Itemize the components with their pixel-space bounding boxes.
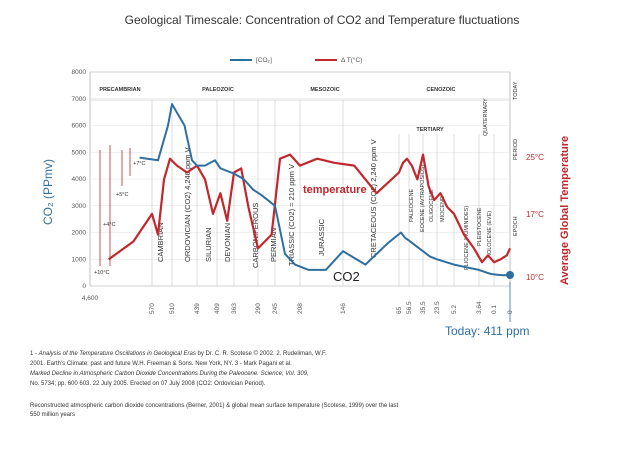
x-tick-label: 510	[169, 303, 176, 314]
y-tick-label: 2000	[72, 230, 87, 237]
era-labels: PRECAMBRIAN PALEOZOIC MESOZOIC CENOZOIC …	[99, 87, 489, 136]
legend: [CO₂] Δ T(°C)	[230, 56, 362, 64]
y-right-tick-17: 17°C	[526, 210, 544, 219]
temp-annotation-1: +7°C	[133, 161, 145, 167]
period-devonian: DEVONIAN	[223, 223, 232, 262]
right-label-today: TODAY	[513, 81, 519, 100]
x-tick-label: 56.5	[406, 301, 413, 314]
x-tick-label: 409	[214, 303, 221, 314]
legend-co2-label: [CO₂]	[256, 57, 272, 64]
era-paleozoic: PALEOZOIC	[202, 87, 234, 93]
legend-temp-label: Δ T(°C)	[341, 56, 362, 64]
footnote-line-4: No. 5734; pp. 600 603. 22 July 2005. Ere…	[30, 381, 266, 387]
epoch-miocene: MIOCENE	[440, 196, 446, 222]
epoch-eocene: EOCENE (AVTRAPOSIOS)	[420, 164, 426, 232]
period-dividers	[90, 99, 510, 286]
x-tick-label: 0.1	[491, 305, 498, 314]
chart-title: Geological Timescale: Concentration of C…	[125, 13, 520, 27]
x-tick-label: 439	[194, 303, 201, 314]
x-tick-label: 4,600	[82, 295, 99, 302]
period-cambrian: CAMBRIAN	[156, 222, 165, 262]
x-ticks: 4,600 570 510 439 409 363 290 245 208 146 65 56.5 35…	[82, 295, 514, 314]
x-tick-label: 0	[507, 310, 514, 314]
y-tick-label: 8000	[72, 69, 87, 76]
x-tick-label: 208	[297, 303, 304, 314]
epoch-oligocene: OLIGOCENE	[429, 189, 435, 222]
temp-arrows	[99, 145, 131, 266]
period-cretaceous: CRETACEOUS (CO2) 2,240 ppm V	[369, 139, 378, 258]
y-right-label: Average Global Temperature	[559, 136, 571, 285]
y-right-tick-10: 10°C	[526, 273, 544, 282]
x-tick-label: 65	[396, 306, 403, 314]
today-callout: Today: 411 ppm	[445, 324, 530, 338]
footnote-line-1: 1 - Analysis of the Temperature Oscillat…	[30, 350, 590, 359]
temperature-curve-label: temperature	[303, 184, 367, 196]
period-ordovician: ORDOVICIAN (CO2) 4,240 ppm V	[183, 147, 192, 262]
period-jurassic: JURASSIC	[317, 218, 326, 256]
footnote-line-6: 550 million years	[30, 412, 76, 418]
epoch-pleistocene: PLEISTOCENE	[477, 207, 483, 246]
y-tick-label: 4000	[72, 176, 87, 183]
period-triassic: TRIASSIC (CO2) = 210 ppm V	[287, 164, 296, 266]
y-right-tick-25: 25°C	[526, 153, 544, 162]
temp-annotation-3: +4°C	[103, 222, 115, 228]
co2-line	[139, 103, 511, 277]
y-tick-label: 1000	[72, 256, 87, 263]
y-tick-label: 5000	[72, 149, 87, 156]
era-quaternary: QUATERNARY	[483, 98, 489, 136]
temperature-line	[107, 153, 511, 264]
period-silurian: SILURIAN	[204, 227, 213, 262]
right-label-period: PERIOD	[513, 139, 519, 160]
x-tick-label: 363	[231, 303, 238, 314]
era-mesozoic: MESOZOIC	[310, 87, 339, 93]
epoch-holocene: HOLOCENE (EVE)	[487, 211, 493, 258]
era-tertiary: TERTIARY	[416, 127, 444, 133]
footnote-line-2: 2001. Earth's Climate: past and future W…	[30, 361, 292, 367]
period-labels: CAMBRIAN ORDOVICIAN (CO2) 4,240 ppm V SI…	[156, 139, 378, 268]
temp-annotation-4: +10°C	[94, 270, 110, 276]
footnote-line-1c: by Dr. C. R. Scotese © 2002. 2. Rudelima…	[195, 351, 327, 357]
y-tick-label: 0	[82, 283, 86, 290]
y-tick-label: 7000	[72, 96, 87, 103]
x-tick-label: 5.2	[451, 305, 458, 314]
x-tick-label: 146	[340, 303, 347, 314]
footnote-line-1a: 1 -	[30, 351, 39, 357]
y-left-ticks: 8000 7000 6000 5000 4000 3000 2000 1000 0	[72, 69, 87, 290]
x-tick-label: 35.5	[420, 301, 427, 314]
era-cenozoic: CENOZOIC	[426, 87, 455, 93]
x-tick-label: 23.5	[434, 301, 441, 314]
x-tick-label: 245	[272, 303, 279, 314]
epoch-labels: PALEOCENE EOCENE (AVTRAPOSIOS) OLIGOCENE…	[409, 164, 493, 270]
y-tick-label: 3000	[72, 203, 87, 210]
x-tick-label: 3.64	[476, 301, 483, 314]
temp-annotations: +7°C +5°C +4°C +10°C	[94, 161, 145, 276]
co2-curve-label: CO2	[333, 269, 360, 284]
x-tick-label: 570	[149, 303, 156, 314]
era-precambrian: PRECAMBRIAN	[99, 87, 140, 93]
footnote-line-5: Reconstructed atmospheric carbon dioxide…	[30, 403, 399, 409]
x-tick-label: 290	[255, 303, 262, 314]
footnote-line-3: Marked Decline in Atmospheric Carbon Dio…	[30, 371, 309, 377]
y-tick-label: 6000	[72, 123, 87, 130]
temp-annotation-2: +5°C	[116, 192, 128, 198]
y-left-label: CO₂ (PPmv)	[41, 159, 55, 225]
today-dot	[506, 271, 514, 280]
period-permian: PERMIAN	[269, 228, 278, 262]
footnote-line-1b: Analysis of the Temperature Oscillations…	[38, 351, 196, 357]
right-label-epoch: EPOCH	[513, 216, 519, 236]
epoch-paleocene: PALEOCENE	[409, 188, 415, 222]
